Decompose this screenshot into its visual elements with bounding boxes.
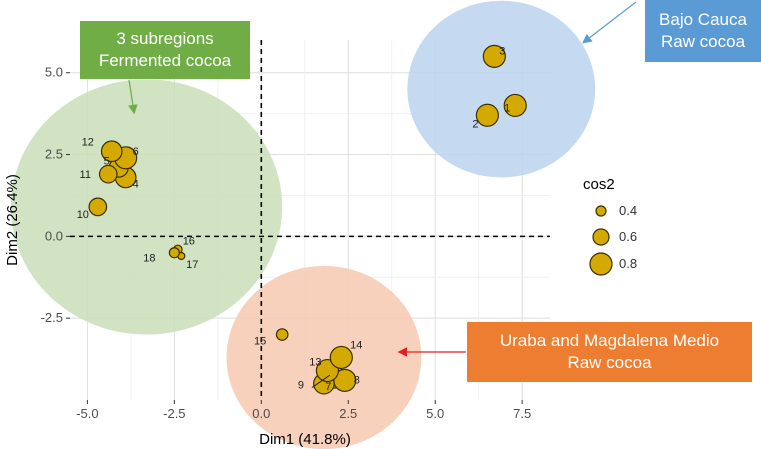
x-tick-label: 0.0 bbox=[252, 406, 270, 421]
data-point bbox=[100, 140, 123, 163]
y-tick-label: -2.5 bbox=[41, 310, 63, 325]
y-axis-title: Dim2 (26.4%) bbox=[4, 174, 21, 266]
zero-reference-lines bbox=[70, 40, 550, 400]
y-tick-label: 0.0 bbox=[45, 228, 63, 243]
point-label: 13 bbox=[309, 357, 321, 369]
point-label: 1 bbox=[504, 102, 510, 114]
legend-title: cos2 bbox=[583, 176, 615, 193]
arrow-bajo-cauca bbox=[582, 1, 637, 44]
y-tick-label: 5.0 bbox=[45, 65, 63, 80]
data-point bbox=[88, 197, 108, 217]
x-tick-label: 7.5 bbox=[513, 406, 531, 421]
data-point bbox=[168, 247, 180, 259]
callout-arrows bbox=[128, 1, 637, 357]
legend-label: 0.4 bbox=[619, 203, 638, 218]
legend-key bbox=[589, 252, 613, 276]
group-ellipses bbox=[10, 0, 596, 449]
x-tick-label: 5.0 bbox=[426, 406, 444, 421]
data-point bbox=[482, 44, 506, 68]
annotation-fermented-cocoa: 3 subregions Fermented cocoa bbox=[80, 21, 250, 79]
legend-key bbox=[595, 205, 607, 217]
axes: -5.0 -2.5 0.0 2.5 5.0 7.5 -2.5 0.0 2.5 5.0 bbox=[41, 65, 532, 421]
point-label: 16 bbox=[183, 235, 195, 247]
group-ellipse bbox=[10, 79, 283, 335]
legend-key bbox=[592, 228, 610, 246]
group-ellipse bbox=[407, 0, 596, 178]
point-label: 10 bbox=[77, 209, 89, 221]
data-points bbox=[88, 44, 527, 395]
x-tick-label: -2.5 bbox=[163, 406, 185, 421]
point-label: 12 bbox=[82, 136, 94, 148]
data-point bbox=[275, 328, 289, 341]
data-point bbox=[98, 164, 118, 184]
legend-keys bbox=[589, 205, 613, 276]
annotation-line: Raw cocoa bbox=[660, 32, 746, 51]
x-tick-label: -5.0 bbox=[76, 406, 98, 421]
annotation-line: Bajo Cauca bbox=[659, 10, 747, 29]
arrow-fermented-cocoa bbox=[128, 79, 138, 115]
data-point bbox=[503, 93, 527, 118]
point-label: 8 bbox=[354, 374, 360, 386]
point-label: 15 bbox=[254, 336, 266, 348]
point-label: 14 bbox=[350, 339, 362, 351]
legend-label: 0.8 bbox=[619, 256, 638, 271]
annotation-bajo-cauca: Bajo Cauca Raw cocoa bbox=[645, 0, 761, 62]
y-tick-label: 2.5 bbox=[45, 147, 63, 162]
annotation-line: Raw cocoa bbox=[567, 353, 652, 372]
group-ellipse bbox=[226, 265, 422, 449]
annotation-uraba-magdalena: Uraba and Magdalena Medio Raw cocoa bbox=[467, 322, 752, 382]
data-point bbox=[475, 103, 499, 127]
annotation-line: Fermented cocoa bbox=[98, 51, 232, 70]
point-label: 2 bbox=[472, 118, 478, 130]
label-connector bbox=[311, 374, 331, 389]
x-tick-label: 2.5 bbox=[339, 406, 357, 421]
point-label: 17 bbox=[186, 259, 198, 271]
data-point bbox=[329, 345, 353, 370]
x-axis-title: Dim1 (41.8%) bbox=[259, 431, 351, 448]
point-label: 3 bbox=[499, 45, 505, 57]
point-label: 4 bbox=[133, 178, 139, 190]
point-label: 9 bbox=[298, 380, 304, 392]
legend-label: 0.6 bbox=[619, 229, 638, 244]
point-label: 5 bbox=[104, 156, 110, 168]
point-label: 18 bbox=[143, 253, 155, 265]
point-label: 7 bbox=[325, 381, 331, 393]
annotation-line: Uraba and Magdalena Medio bbox=[499, 331, 720, 350]
annotation-line: 3 subregions bbox=[116, 29, 214, 48]
point-label: 6 bbox=[133, 146, 139, 158]
point-label: 11 bbox=[80, 169, 91, 181]
